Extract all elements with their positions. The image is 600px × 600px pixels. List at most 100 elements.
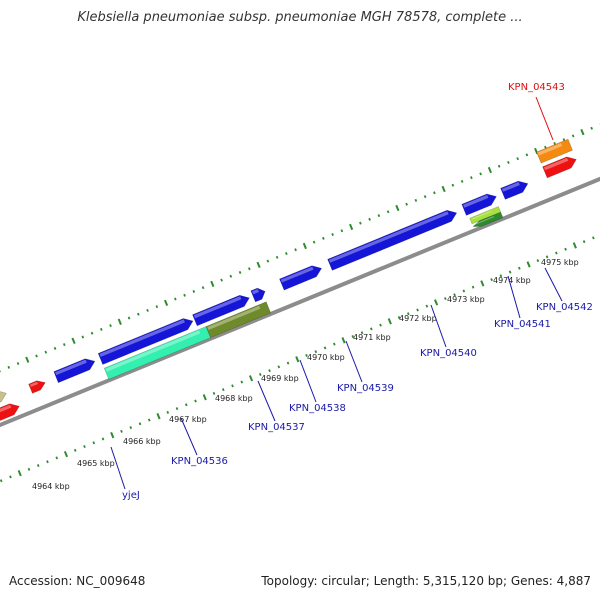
tick-mark [462,289,466,293]
tick-mark [9,475,12,479]
gene-leader-line [180,417,198,456]
inner-tick-track [0,236,595,483]
tick-mark [90,331,94,335]
gene-feature-4540-shine [328,211,449,263]
tick-mark [248,267,251,271]
genome-summary-text: Topology: circular; Length: 5,315,120 bp… [261,574,591,588]
gene-label[interactable]: KPN_04542 [536,302,593,313]
gene-label[interactable]: KPN_04543 [508,82,565,93]
tick-mark [323,346,327,350]
gene-feature-4539 [279,265,323,291]
tick-mark [312,240,316,244]
tick-mark [444,297,447,301]
tick-mark [164,299,169,307]
gene-feature-4543-shine [537,143,563,156]
gene-feature-small-body [250,287,266,303]
tick-mark [360,331,364,335]
tick-mark [526,261,531,268]
tick-mark [194,399,197,403]
tick-mark [16,362,20,366]
tick-mark [379,323,382,327]
tick-mark [55,456,59,460]
tick-mark [238,270,242,274]
tick-mark [138,422,142,426]
tick-mark [425,304,429,308]
gene-label[interactable]: KPN_04541 [494,319,551,330]
tick-mark [423,195,427,199]
gene-label[interactable]: KPN_04536 [171,456,228,467]
gene-feature-left-red2 [28,380,46,394]
gene-leader-line [535,96,554,141]
tick-mark [544,145,547,149]
gene-feature-4539-shine [280,266,314,283]
tick-mark [555,251,558,255]
tick-mark [53,346,57,350]
tick-mark [36,464,40,468]
gene-feature-teal-shine [105,330,201,372]
gene-leader-line [544,267,563,302]
kbp-label: 4970 kbp [307,353,345,362]
gene-feature-4542-shine [501,182,520,192]
tick-mark [110,432,115,439]
tick-mark [590,126,593,130]
tick-mark [7,365,11,369]
gene-feature-4543b-body [542,156,577,179]
tick-mark [192,289,196,293]
tick-mark [471,285,475,289]
gene-label[interactable]: yjeJ [122,490,140,501]
gene-feature-4536b-body [192,294,250,327]
tick-mark [117,318,122,325]
tick-mark [518,266,521,270]
tick-mark [414,198,418,202]
gene-feature-lime-shine [471,210,492,220]
gene-label[interactable]: KPN_04539 [337,383,394,394]
tick-mark [331,233,334,237]
kbp-label: 4967 kbp [169,415,207,424]
gene-leader-line [110,446,126,490]
gene-label[interactable]: KPN_04538 [289,403,346,414]
tick-mark [490,278,493,282]
tick-mark [536,259,540,263]
tick-mark [147,418,151,422]
tick-mark [127,316,131,320]
tick-mark [146,308,149,312]
tick-mark [101,437,105,441]
tick-mark [351,335,355,339]
tick-mark [184,403,188,407]
tick-mark [183,293,186,297]
tick-mark [487,166,492,174]
tick-mark [387,318,392,325]
accession-text: Accession: NC_009648 [9,574,146,588]
gene-feature-4541-shine [463,194,489,208]
tick-mark [44,350,48,354]
kbp-label: 4968 kbp [215,394,253,403]
gene-feature-4540-body [327,209,458,271]
tick-mark [201,286,205,290]
gene-feature-olive-body [205,301,272,338]
gene-label[interactable]: KPN_04540 [420,348,477,359]
gene-feature-4536b [192,294,250,327]
tick-mark [395,204,400,212]
gene-label[interactable]: KPN_04537 [248,422,305,433]
outer-tick-track [0,123,600,373]
tick-mark [434,299,439,306]
kbp-label: 4972 kbp [399,314,437,323]
tick-mark [0,479,3,483]
gene-feature-left-red2-body [28,380,46,394]
tick-mark [572,242,577,249]
tick-mark [305,353,308,357]
tick-mark [507,160,510,164]
tick-mark [25,356,30,363]
tick-mark [268,369,271,373]
tick-mark [62,343,66,347]
tick-mark [460,179,464,183]
kbp-label: 4974 kbp [493,276,531,285]
tick-mark [120,429,123,433]
tick-mark [497,164,501,168]
tick-mark [35,354,38,358]
tick-mark [508,270,512,274]
genome-backbone [0,176,600,428]
tick-mark [175,407,179,411]
tick-mark [71,337,76,344]
